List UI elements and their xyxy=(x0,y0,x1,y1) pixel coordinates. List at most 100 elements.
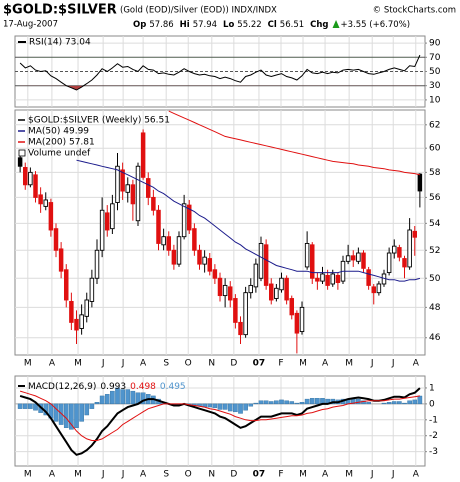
candle-body xyxy=(274,287,279,299)
plot-area xyxy=(15,110,425,355)
candle-body xyxy=(69,301,74,323)
candle-body xyxy=(304,242,310,268)
candle-body xyxy=(186,204,192,231)
histogram-bar xyxy=(217,403,223,410)
candle-body xyxy=(171,249,177,265)
x-tick-label: M xyxy=(24,359,32,369)
source: © StockCharts.com xyxy=(373,6,456,16)
candle-body xyxy=(279,277,284,291)
histogram-bar xyxy=(417,395,423,405)
y-tick-label: 60 xyxy=(429,144,441,154)
candle-body xyxy=(151,196,156,211)
x-tick-label: J xyxy=(391,359,395,369)
quote-label: Lo xyxy=(223,20,234,30)
ma-line xyxy=(76,159,421,282)
x-tick-label: M xyxy=(345,359,353,369)
candle-body xyxy=(222,284,228,297)
candle-body xyxy=(258,242,264,279)
histogram-bar xyxy=(397,401,402,405)
candle-body xyxy=(63,269,69,301)
candle-body xyxy=(135,165,141,222)
x-tick-label: S xyxy=(163,359,169,369)
histogram-bar xyxy=(274,400,279,405)
candle-body xyxy=(28,171,33,186)
candle-body xyxy=(289,298,295,316)
histogram-bar xyxy=(22,403,28,409)
candle-body xyxy=(320,273,325,282)
legend-name: MACD(12,26,9) xyxy=(28,382,96,392)
histogram-bar xyxy=(212,403,218,409)
histogram-bar xyxy=(33,403,38,411)
histogram-bar xyxy=(233,403,238,413)
x-tick-label: M xyxy=(299,359,307,369)
x-tick-label: O xyxy=(185,359,192,369)
candle-body xyxy=(412,230,418,238)
histogram-bar xyxy=(356,398,361,405)
legend-label: Volume undef xyxy=(28,149,91,159)
histogram-bar xyxy=(304,398,310,405)
candle-body xyxy=(23,167,28,186)
y-tick-label: -1 xyxy=(429,415,438,425)
histogram-bar xyxy=(17,403,23,409)
x-tick-label: J xyxy=(101,470,105,480)
x-tick-label: J xyxy=(121,359,125,369)
candle-body xyxy=(345,255,351,262)
x-tick-label: 07 xyxy=(253,359,266,369)
quote-label: Cl xyxy=(268,20,277,30)
candle-body xyxy=(263,244,269,286)
candle-body xyxy=(48,202,54,231)
candle-body xyxy=(145,178,151,198)
legend-swatch xyxy=(18,149,26,157)
candle-body xyxy=(89,277,95,302)
candle-body xyxy=(330,273,336,285)
y-tick-label: 10 xyxy=(429,95,441,105)
candle-body xyxy=(397,247,402,258)
histogram-bar xyxy=(222,403,228,410)
histogram-bar xyxy=(207,403,213,408)
x-tick-label: A xyxy=(322,359,329,369)
candle-body xyxy=(94,249,100,279)
x-tick-label: N xyxy=(208,470,215,480)
candle-body xyxy=(253,263,259,288)
quote-value: 56.51 xyxy=(280,20,304,30)
histogram-bar xyxy=(253,402,259,405)
y-tick-label: -3 xyxy=(429,447,438,457)
histogram-bar xyxy=(63,403,69,428)
candle-body xyxy=(120,169,125,192)
histogram-bar xyxy=(268,401,274,405)
x-tick-label: A xyxy=(49,359,56,369)
candle-body xyxy=(284,277,289,301)
x-tick-label: J xyxy=(391,470,395,480)
x-tick-label: F xyxy=(278,470,283,480)
plot-area xyxy=(15,36,425,107)
x-tick-label: 07 xyxy=(253,470,266,480)
x-tick-label: D xyxy=(230,470,237,480)
macd-line xyxy=(19,390,420,441)
x-tick-label: D xyxy=(230,359,237,369)
histogram-bar xyxy=(74,403,79,428)
histogram-bar xyxy=(94,402,100,405)
y-tick-label: 1 xyxy=(429,383,435,393)
quote-value: 57.94 xyxy=(193,20,217,30)
x-tick-label: J xyxy=(370,359,374,369)
histogram-bar xyxy=(258,400,264,405)
histogram-bar xyxy=(289,401,295,405)
candle-body xyxy=(181,203,187,238)
candle-body xyxy=(58,248,64,272)
candle-body xyxy=(156,209,161,244)
candle-body xyxy=(356,252,361,262)
candle-body xyxy=(176,236,182,265)
candle-body xyxy=(38,194,43,205)
line xyxy=(19,54,421,91)
x-tick-label: A xyxy=(140,359,147,369)
date: 17-Aug-2007 xyxy=(3,20,58,30)
candle-body xyxy=(233,298,238,323)
y-tick-label: 30 xyxy=(429,81,441,91)
x-tick-label: A xyxy=(413,359,420,369)
y-tick-label: 50 xyxy=(429,274,441,284)
legend-label: $GOLD:$SILVER (Weekly) 56.51 xyxy=(28,116,170,126)
candle-body xyxy=(130,184,136,205)
histogram-bar xyxy=(386,402,392,405)
x-tick-label: A xyxy=(322,470,329,480)
histogram-bar xyxy=(263,400,269,405)
